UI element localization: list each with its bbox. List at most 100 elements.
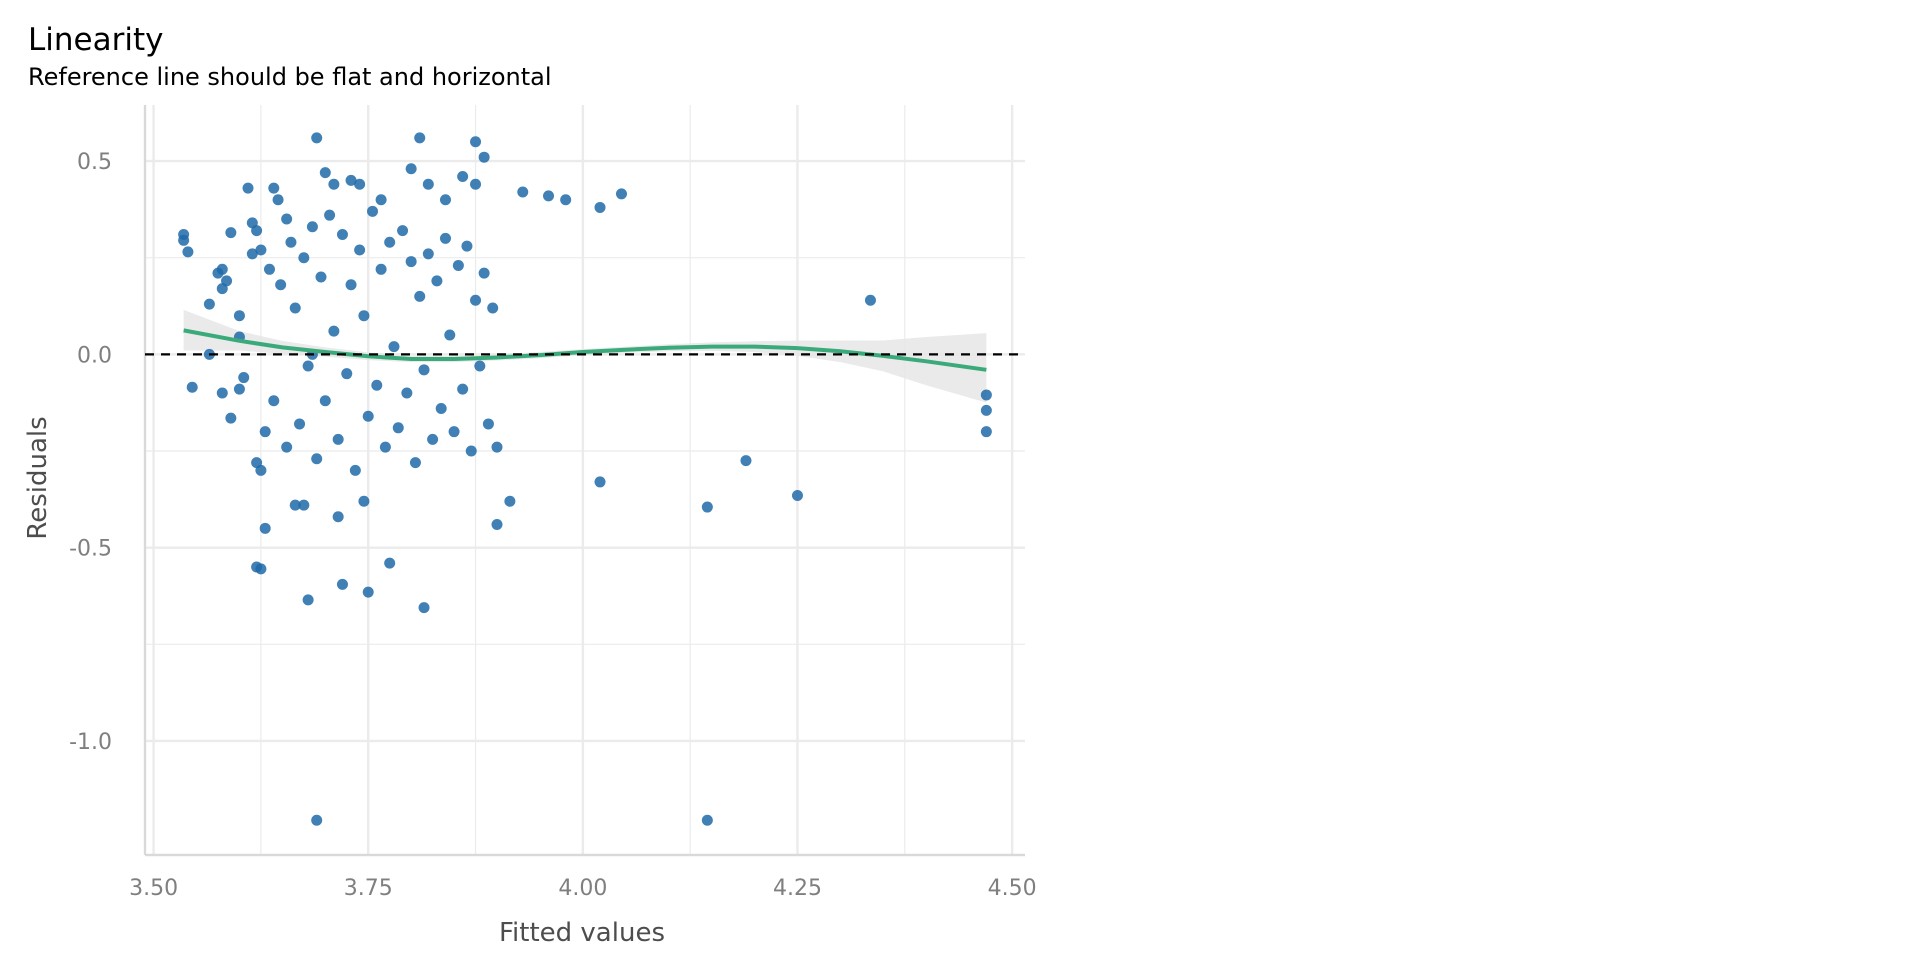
- data-point: [517, 186, 529, 198]
- data-point: [491, 518, 503, 530]
- data-point: [543, 190, 555, 202]
- x-tick-label: 3.75: [344, 876, 393, 901]
- data-point: [418, 364, 430, 376]
- data-point: [375, 194, 387, 206]
- data-point: [367, 205, 379, 217]
- data-point: [358, 495, 370, 507]
- data-point: [246, 248, 258, 260]
- data-point: [306, 221, 318, 233]
- data-point: [482, 418, 494, 430]
- data-point: [414, 290, 426, 302]
- data-point: [409, 457, 421, 469]
- data-point: [457, 171, 469, 183]
- data-point: [392, 422, 404, 434]
- data-point: [388, 341, 400, 353]
- x-tick-label: 4.50: [988, 876, 1037, 901]
- data-point: [225, 227, 237, 239]
- y-tick-label: -0.5: [69, 537, 112, 562]
- data-point: [371, 379, 383, 391]
- data-point: [354, 244, 366, 256]
- data-point: [336, 229, 348, 241]
- data-point: [980, 389, 992, 401]
- data-point: [272, 194, 284, 206]
- data-point: [457, 383, 469, 395]
- data-point: [354, 178, 366, 190]
- data-point: [470, 178, 482, 190]
- data-point: [701, 501, 713, 513]
- data-point: [251, 225, 263, 237]
- data-point: [328, 325, 340, 337]
- data-point: [487, 302, 499, 314]
- data-point: [275, 279, 287, 291]
- data-point: [268, 395, 280, 407]
- data-point: [182, 246, 194, 258]
- data-point: [439, 232, 451, 244]
- data-point: [319, 395, 331, 407]
- chart-subtitle: Reference line should be flat and horizo…: [28, 63, 552, 91]
- data-point: [980, 426, 992, 438]
- data-point: [594, 201, 606, 213]
- data-point: [478, 151, 490, 163]
- data-point: [444, 329, 456, 341]
- data-point: [405, 163, 417, 175]
- data-point: [311, 453, 323, 465]
- x-tick-label: 4.25: [773, 876, 822, 901]
- data-point: [298, 499, 310, 511]
- confidence-band: [183, 309, 987, 403]
- data-point: [302, 594, 314, 606]
- data-point: [431, 275, 443, 287]
- data-point: [384, 557, 396, 569]
- smooth-curve: [183, 328, 987, 372]
- data-point: [358, 310, 370, 322]
- data-point: [233, 383, 245, 395]
- x-tick-label: 4.00: [558, 876, 607, 901]
- x-axis-title: Fitted values: [499, 918, 665, 948]
- x-tick-label: 3.50: [129, 876, 178, 901]
- y-tick-label: 0.5: [77, 150, 112, 175]
- data-point: [311, 814, 323, 826]
- data-point: [238, 372, 250, 384]
- data-point: [504, 495, 516, 507]
- data-point: [701, 814, 713, 826]
- data-point: [324, 209, 336, 221]
- data-point: [216, 283, 228, 295]
- data-point: [281, 213, 293, 225]
- data-point: [255, 464, 267, 476]
- data-point: [294, 418, 306, 430]
- data-point: [259, 426, 271, 438]
- confidence-band-area: [183, 309, 987, 403]
- chart-title: Linearity: [28, 22, 163, 58]
- scatter-points: [178, 132, 992, 826]
- data-point: [491, 441, 503, 453]
- data-point: [255, 563, 267, 575]
- data-point: [203, 298, 215, 310]
- data-point: [470, 136, 482, 148]
- data-point: [478, 267, 490, 279]
- data-point: [319, 167, 331, 179]
- grid: [143, 105, 1025, 857]
- data-point: [560, 194, 572, 206]
- data-point: [740, 455, 752, 467]
- data-point: [439, 194, 451, 206]
- data-point: [341, 368, 353, 380]
- data-point: [332, 511, 344, 523]
- y-tick-label: -1.0: [69, 730, 112, 755]
- data-point: [259, 522, 271, 534]
- data-point: [405, 256, 417, 268]
- data-point: [216, 387, 228, 399]
- data-point: [186, 381, 198, 393]
- data-point: [233, 310, 245, 322]
- data-point: [448, 426, 460, 438]
- data-point: [225, 412, 237, 424]
- data-point: [242, 182, 254, 194]
- data-point: [336, 578, 348, 590]
- data-point: [452, 259, 464, 271]
- data-point: [328, 178, 340, 190]
- data-point: [422, 248, 434, 260]
- y-tick-label: 0.0: [77, 343, 112, 368]
- data-point: [289, 302, 301, 314]
- data-point: [470, 294, 482, 306]
- data-point: [362, 410, 374, 422]
- data-point: [427, 433, 439, 445]
- smooth-line: [183, 328, 987, 372]
